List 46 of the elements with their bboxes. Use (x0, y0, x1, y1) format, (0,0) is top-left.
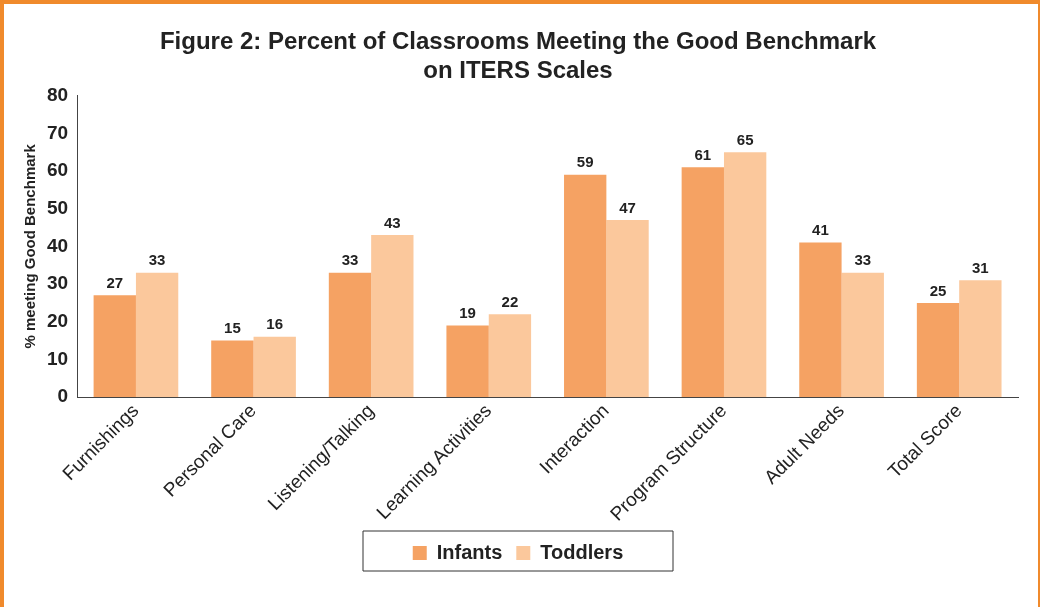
data-label: 41 (812, 221, 829, 239)
bar (93, 295, 136, 398)
data-label: 19 (459, 304, 476, 322)
bar (446, 325, 489, 398)
bar (959, 280, 1002, 398)
data-label: 33 (148, 251, 166, 269)
y-tick-label: 0 (57, 385, 69, 407)
data-label: 15 (224, 319, 241, 337)
bar (564, 174, 607, 398)
data-label: 33 (341, 251, 359, 269)
bar (371, 235, 414, 398)
data-label: 33 (854, 251, 872, 269)
bar (328, 272, 372, 398)
y-tick-label: 10 (46, 347, 69, 369)
y-tick-label: 80 (46, 83, 69, 105)
data-label: 27 (106, 274, 124, 291)
y-tick-label: 30 (46, 272, 69, 294)
y-tick-label: 60 (46, 159, 69, 181)
data-label: 65 (736, 130, 754, 148)
legend-label: Toddlers (540, 540, 624, 563)
data-label: 43 (383, 213, 401, 231)
data-label: 16 (266, 315, 284, 333)
bar (606, 219, 649, 398)
legend-label: Infants (436, 540, 503, 563)
text: Figure 2: Percent of Classrooms Meeting the Good Benchmark (159, 27, 877, 55)
bar (681, 167, 724, 398)
bar (135, 272, 179, 398)
y-tick-label: 70 (46, 121, 69, 143)
data-label: 22 (501, 292, 519, 310)
bar (723, 152, 767, 398)
y-tick-label: 40 (46, 234, 69, 256)
data-label: 59 (576, 153, 594, 171)
bar (211, 340, 254, 398)
y-tick-label: 20 (46, 309, 69, 331)
data-label: 47 (619, 198, 636, 216)
bar (916, 302, 960, 398)
data-label: 61 (694, 145, 712, 163)
bar (799, 242, 842, 398)
bar (253, 336, 296, 398)
y-axis-title: % meeting Good Benchmark (21, 143, 39, 349)
bar (841, 272, 884, 398)
y-tick-label: 50 (46, 196, 69, 218)
data-label: 25 (929, 281, 947, 299)
bar (488, 314, 532, 398)
text: on ITERS Scales (423, 55, 613, 83)
data-label: 31 (972, 258, 989, 276)
